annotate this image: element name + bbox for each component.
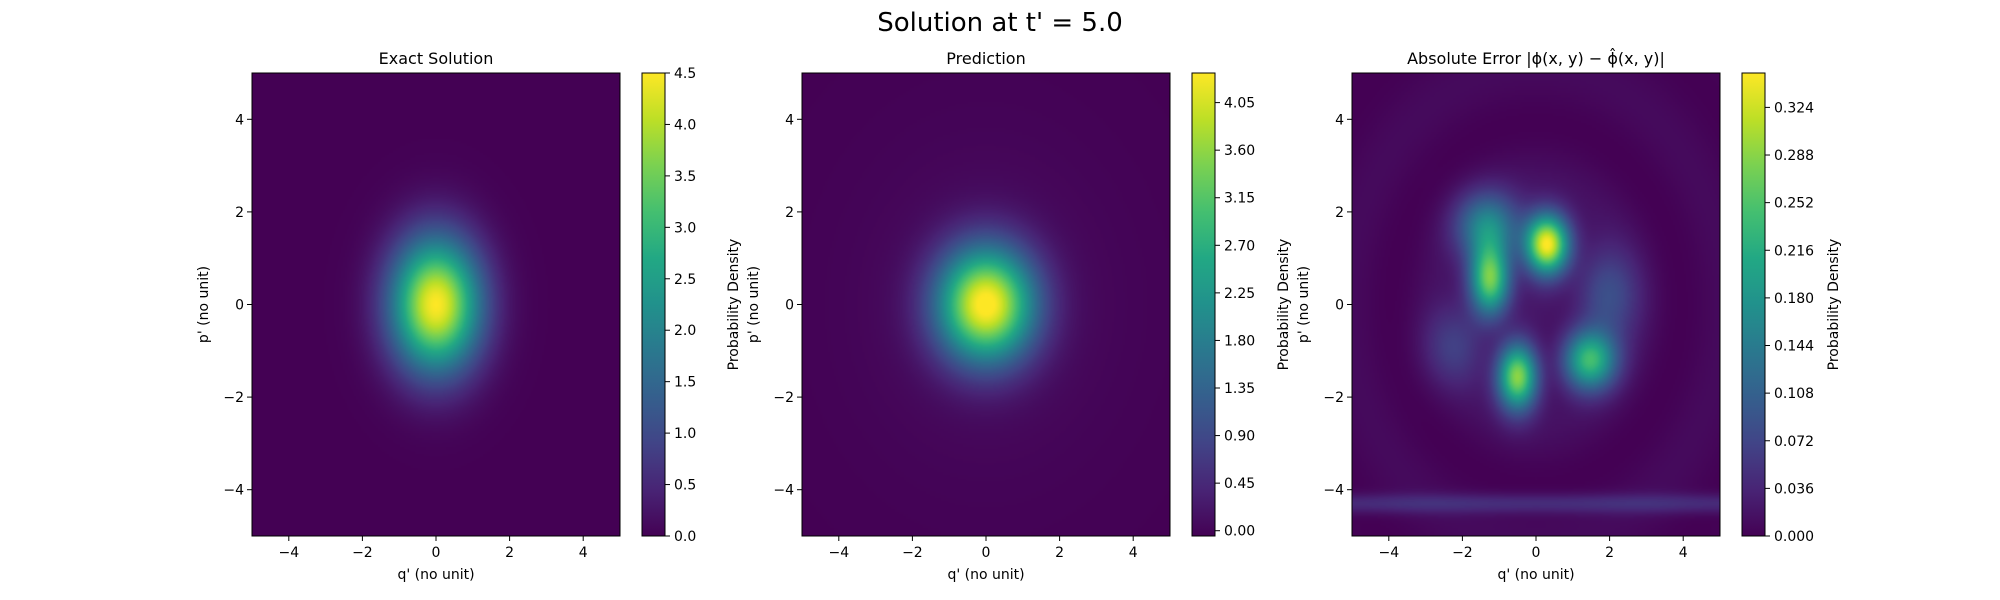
x-tick-label: −2 — [902, 545, 923, 561]
colorbar-frame — [1191, 72, 1216, 537]
colorbar-frame — [1741, 72, 1766, 537]
colorbar-tick-label: 1.5 — [674, 375, 696, 391]
colorbar-tick-label: 1.35 — [1224, 381, 1255, 397]
colorbar-tick-label: 0.252 — [1774, 196, 1814, 212]
y-axis-label: p' (no unit) — [196, 266, 212, 343]
colorbar-tick-label: 0.00 — [1224, 524, 1255, 540]
colorbar-tick-label: 2.70 — [1224, 238, 1255, 254]
y-tick-label: −2 — [773, 390, 794, 406]
y-tick-label: 4 — [1335, 112, 1344, 128]
colorbar-tick-label: 0.5 — [674, 478, 696, 494]
colorbar-tick-label: 0.216 — [1774, 243, 1814, 259]
colorbar-tick-label: 3.0 — [674, 220, 696, 236]
y-tick-label: 0 — [1335, 298, 1344, 314]
y-tick-label: −4 — [1323, 483, 1344, 499]
x-tick-label: 2 — [1605, 545, 1614, 561]
y-axis-label: p' (no unit) — [746, 266, 762, 343]
colorbar-tick-label: 4.0 — [674, 117, 696, 133]
x-axis-label: q' (no unit) — [397, 567, 474, 583]
panel-1: Exact Solution −4 −2 0 2 4 −4 −2 0 2 4 q' (no unit)… — [196, 49, 742, 583]
y-tick-label: 0 — [785, 298, 794, 314]
x-axis-label: q' (no unit) — [1497, 567, 1574, 583]
y-tick-label: −2 — [223, 390, 244, 406]
colorbar-tick-label: 3.15 — [1224, 191, 1255, 207]
x-tick-label: −4 — [828, 545, 849, 561]
colorbar-tick-label: 0.90 — [1224, 429, 1255, 445]
colorbar-tick-label: 0.000 — [1774, 529, 1814, 545]
colorbar-label: Probability Density — [1826, 239, 1842, 371]
y-tick-label: −2 — [1323, 390, 1344, 406]
colorbar — [642, 73, 665, 536]
colorbar-tick-label: 2.5 — [674, 272, 696, 288]
x-tick-label: 4 — [1129, 545, 1138, 561]
x-tick-label: 4 — [1679, 545, 1688, 561]
colorbar-label: Probability Density — [1276, 239, 1292, 371]
colorbar-frame — [641, 72, 666, 537]
x-tick-label: −4 — [278, 545, 299, 561]
colorbar-tick-label: 0.108 — [1774, 386, 1814, 402]
colorbar — [1192, 73, 1215, 536]
colorbar-tick-label: 0.072 — [1774, 434, 1814, 450]
colorbar-tick-label: 1.80 — [1224, 333, 1255, 349]
panel-3: Absolute Error |ϕ(x, y) − ϕ̂(x, y)| −4 −2 0… — [1296, 48, 1842, 583]
colorbar-tick-label: 2.0 — [674, 323, 696, 339]
panel-2: Prediction −4 −2 0 2 4 −4 −2 0 2 4 q' (no unit) p' (… — [746, 49, 1292, 583]
colorbar — [1742, 73, 1765, 536]
y-tick-label: 4 — [785, 112, 794, 128]
figure-title: Solution at t' = 5.0 — [877, 8, 1123, 38]
heatmap-image — [252, 73, 620, 536]
heatmap-image — [1352, 73, 1720, 536]
colorbar-tick-label: 0.288 — [1774, 148, 1814, 164]
y-tick-label: 2 — [1335, 205, 1344, 221]
colorbar-tick-label: 0.180 — [1774, 291, 1814, 307]
x-tick-label: 2 — [505, 545, 514, 561]
colorbar-tick-label: 3.5 — [674, 169, 696, 185]
colorbar-label: Probability Density — [726, 239, 742, 371]
panel-title: Prediction — [946, 49, 1025, 68]
y-tick-label: 2 — [235, 205, 244, 221]
colorbar-tick-label: 0.144 — [1774, 339, 1814, 355]
y-tick-label: −4 — [773, 483, 794, 499]
colorbar-tick-label: 0.036 — [1774, 481, 1814, 497]
y-tick-label: 0 — [235, 298, 244, 314]
x-tick-label: −4 — [1378, 545, 1399, 561]
x-tick-label: 0 — [432, 545, 441, 561]
y-tick-label: 2 — [785, 205, 794, 221]
panel-title: Exact Solution — [379, 49, 494, 68]
panel-title: Absolute Error |ϕ(x, y) − ϕ̂(x, y)| — [1407, 48, 1665, 68]
colorbar-tick-label: 4.05 — [1224, 96, 1255, 112]
x-tick-label: −2 — [1452, 545, 1473, 561]
x-tick-label: 2 — [1055, 545, 1064, 561]
x-tick-label: 4 — [579, 545, 588, 561]
x-tick-label: −2 — [352, 545, 373, 561]
x-axis-label: q' (no unit) — [947, 567, 1024, 583]
colorbar-tick-label: 1.0 — [674, 426, 696, 442]
y-tick-label: 4 — [235, 112, 244, 128]
colorbar-tick-label: 0.45 — [1224, 476, 1255, 492]
colorbar-tick-label: 2.25 — [1224, 286, 1255, 302]
colorbar-tick-label: 3.60 — [1224, 143, 1255, 159]
colorbar-tick-label: 0.324 — [1774, 100, 1814, 116]
y-tick-label: −4 — [223, 483, 244, 499]
colorbar-tick-label: 0.0 — [674, 529, 696, 545]
heatmap-image — [802, 73, 1170, 536]
x-tick-label: 0 — [1532, 545, 1541, 561]
y-axis-label: p' (no unit) — [1296, 266, 1312, 343]
x-tick-label: 0 — [982, 545, 991, 561]
colorbar-tick-label: 4.5 — [674, 66, 696, 82]
